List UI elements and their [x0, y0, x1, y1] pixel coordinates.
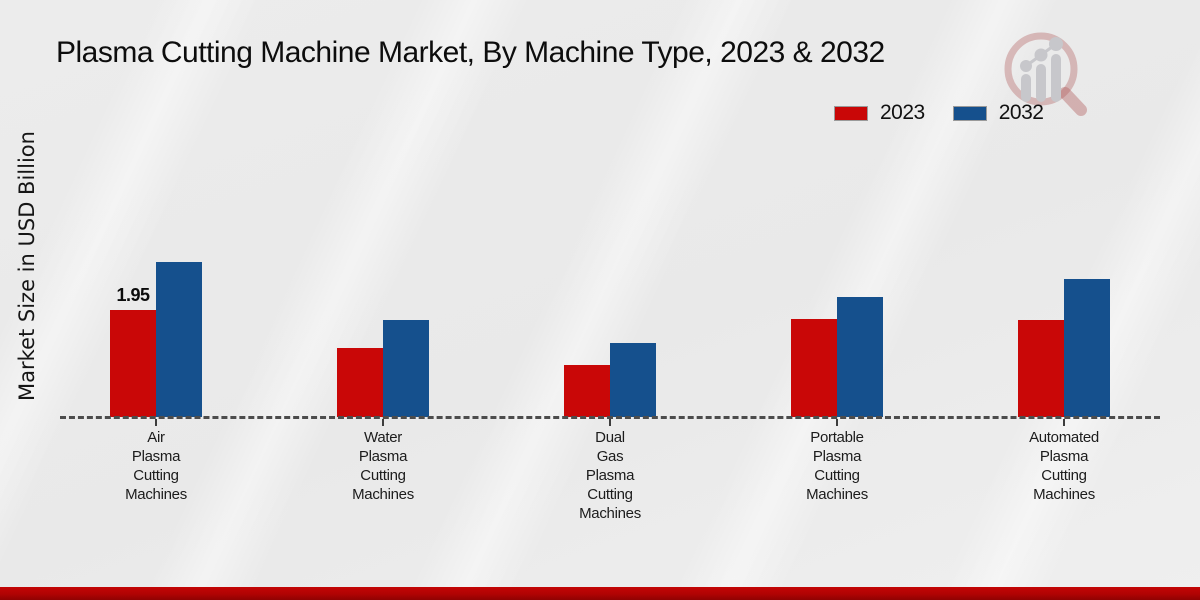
- category-label-line: Dual: [595, 429, 625, 446]
- category-label-line: Machines: [806, 486, 868, 503]
- x-axis-tick-3: [836, 419, 838, 426]
- category-label-line: Cutting: [1041, 467, 1087, 484]
- bar-2032-category-0: [156, 262, 202, 417]
- legend-swatch-2032: [952, 105, 987, 121]
- category-label-line: Cutting: [133, 467, 179, 484]
- category-label-line: Water: [364, 429, 402, 446]
- category-label-line: Plasma: [358, 448, 408, 465]
- bar-2023-category-1: [337, 347, 383, 417]
- magnifier-bar-chart-watermark-icon: [996, 28, 1088, 125]
- legend-item-2032: 2032: [952, 101, 1044, 125]
- bar-value-label: 1.95: [116, 285, 150, 305]
- category-label-line: Plasma: [585, 467, 635, 484]
- category-label-line: Plasma: [131, 448, 181, 465]
- category-label-line: Automated: [1029, 429, 1099, 446]
- category-label-line: Plasma: [1039, 448, 1089, 465]
- bar-2023-category-3: [791, 318, 837, 417]
- category-label-3: Portable Plasma Cutting Machines: [757, 428, 917, 504]
- legend-label-2023: 2023: [880, 101, 925, 124]
- x-axis-tick-2: [609, 419, 611, 426]
- x-axis-tick-4: [1063, 419, 1065, 426]
- x-axis-tick-1: [382, 419, 384, 426]
- category-label-line: Machines: [125, 486, 187, 503]
- bar-2032-category-1: [383, 319, 429, 417]
- category-label-line: Machines: [1033, 486, 1095, 503]
- x-axis-baseline: [60, 416, 1160, 419]
- category-label-line: Cutting: [587, 486, 633, 503]
- footer-accent-bar: [0, 587, 1200, 600]
- bar-2032-category-3: [837, 297, 883, 417]
- category-label-line: Air: [147, 429, 165, 446]
- y-axis-label: Market Size in USD Billion: [15, 131, 39, 401]
- category-label-line: Plasma: [812, 448, 862, 465]
- category-label-line: Gas: [596, 448, 624, 465]
- category-label-line: Portable: [810, 429, 864, 446]
- category-label-2: Dual Gas Plasma Cutting Machines: [530, 428, 690, 523]
- bar-2023-category-2: [564, 365, 610, 417]
- legend-label-2032: 2032: [998, 101, 1044, 124]
- bar-2032-category-2: [610, 343, 656, 417]
- category-label-4: Automated Plasma Cutting Machines: [984, 428, 1144, 504]
- category-label-line: Cutting: [814, 467, 860, 484]
- legend-swatch-2023: [834, 105, 868, 121]
- category-label-line: Cutting: [360, 467, 406, 484]
- category-label-0: Air Plasma Cutting Machines: [76, 428, 236, 504]
- category-label-line: Machines: [579, 505, 641, 522]
- category-label-line: Machines: [352, 486, 414, 503]
- bar-2023-category-4: [1018, 320, 1064, 417]
- legend-item-2023: 2023: [834, 101, 925, 125]
- bar-2032-category-4: [1064, 279, 1110, 417]
- chart-title: Plasma Cutting Machine Market, By Machin…: [56, 36, 885, 69]
- x-axis-tick-0: [155, 419, 157, 426]
- bar-2023-category-0: [110, 310, 156, 417]
- category-label-1: Water Plasma Cutting Machines: [303, 428, 463, 504]
- legend: 2023 2032: [834, 101, 1044, 125]
